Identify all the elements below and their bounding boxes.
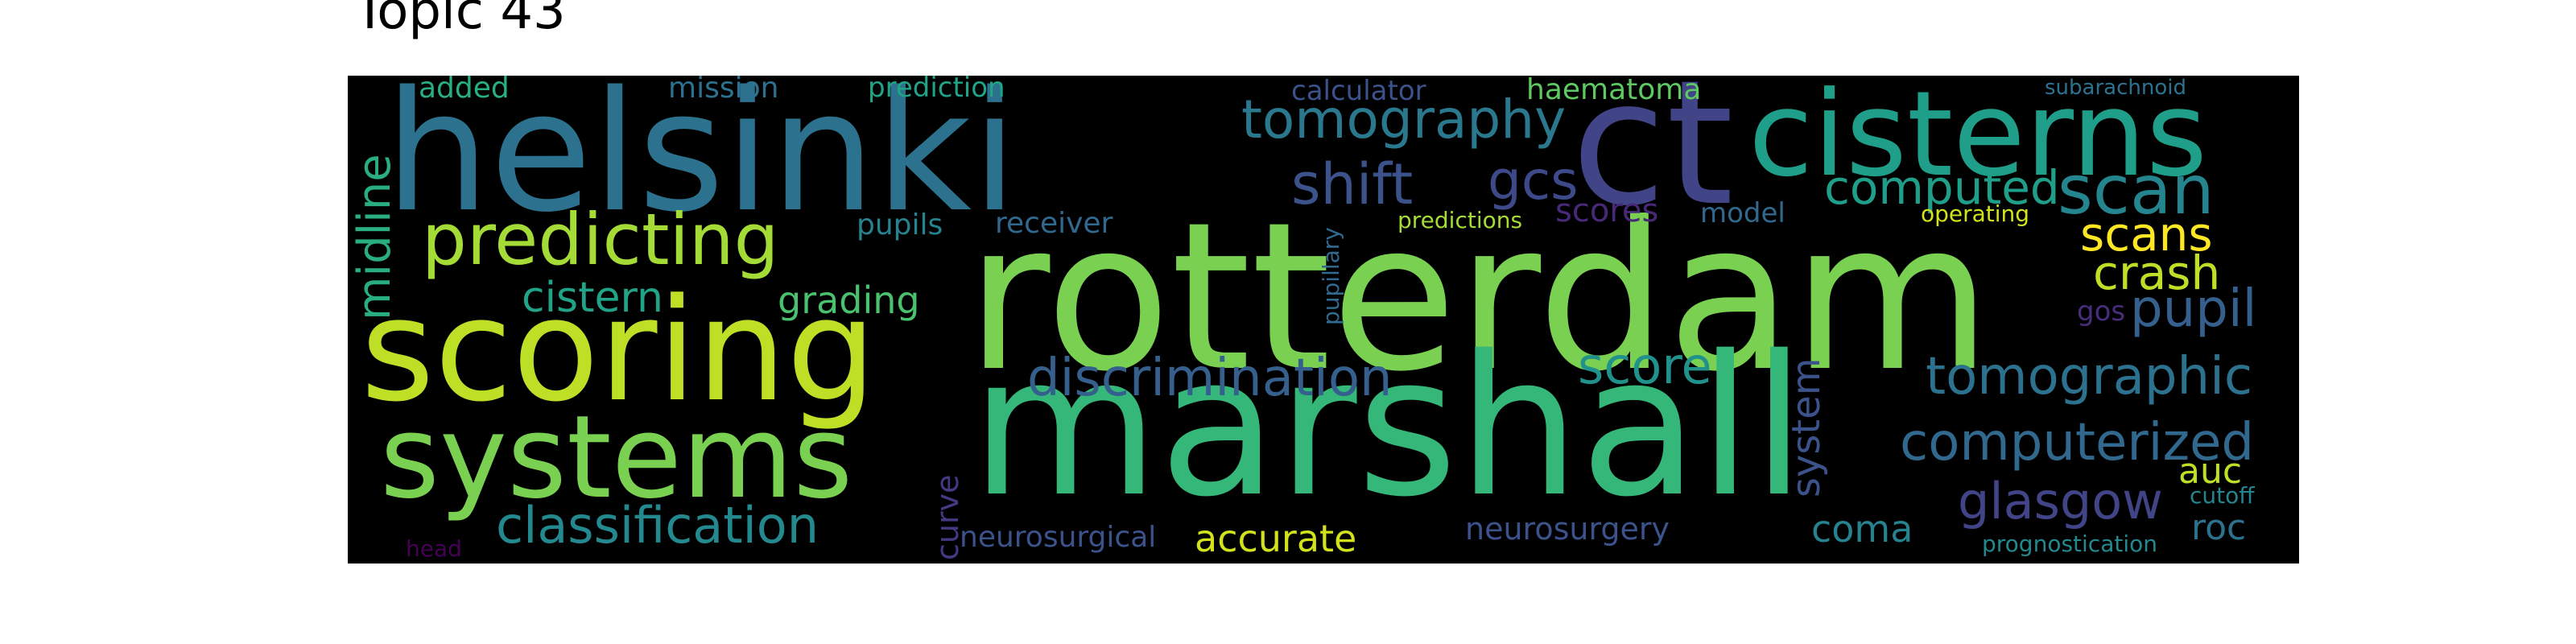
word-roc: roc [2191, 507, 2247, 548]
word-mission: mission [668, 76, 779, 105]
word-prognostication: prognostication [1982, 530, 2157, 557]
word-curve: curve [930, 474, 965, 560]
word-score: score [1578, 336, 1712, 395]
word-shift: shift [1291, 151, 1414, 217]
word-rotterdam: rotterdam [966, 178, 1992, 416]
word-scans: scans [2080, 207, 2213, 262]
word-glasgow: glasgow [1958, 472, 2163, 530]
word-predictions: predictions [1397, 207, 1523, 233]
word-helsinki: helsinki [385, 76, 1018, 249]
word-gcs: gcs [1488, 150, 1579, 212]
word-computerized: computerized [1900, 413, 2255, 473]
word-operating: operating [1921, 200, 2030, 227]
word-ct: ct [1571, 76, 1734, 244]
word-cloud: rotterdam marshall helsinki scoring ct c… [348, 76, 2299, 564]
word-pupillary: pupillary [1318, 227, 1344, 325]
word-calculator: calculator [1291, 76, 1426, 107]
word-cisterns: cisterns [1748, 76, 2208, 203]
word-subarachnoid: subarachnoid [2045, 76, 2186, 100]
word-coma: coma [1811, 507, 1913, 551]
word-classification: classification [496, 496, 819, 555]
word-receiver: receiver [995, 207, 1113, 240]
word-predicting: predicting [422, 198, 779, 281]
word-pupil: pupil [2130, 279, 2257, 339]
word-computed: computed [1824, 160, 2060, 215]
word-scoring: scoring [361, 268, 877, 433]
word-scores: scores [1555, 192, 1659, 229]
word-tomographic: tomographic [1926, 347, 2253, 407]
word-midline: midline [349, 154, 401, 320]
word-systems: systems [380, 391, 853, 524]
word-discrimination: discrimination [1027, 349, 1393, 408]
word-prediction: prediction [868, 76, 1005, 104]
word-model: model [1700, 197, 1785, 229]
word-crash: crash [2093, 246, 2221, 300]
word-scan: scan [2058, 151, 2215, 229]
word-haematoma: haematoma [1526, 76, 1702, 106]
word-added: added [419, 76, 510, 105]
figure-title: Topic 43 [354, 0, 566, 41]
word-head: head [406, 535, 462, 562]
word-auc: auc [2178, 451, 2243, 492]
word-cutoff: cutoff [2190, 482, 2255, 509]
word-accurate: accurate [1195, 517, 1357, 560]
word-pupils: pupils [857, 208, 943, 242]
word-system: system [1784, 357, 1829, 497]
word-neurosurgery: neurosurgery [1465, 511, 1670, 547]
word-marshall: marshall [971, 314, 1806, 539]
word-tomography: tomography [1241, 89, 1567, 151]
word-gos: gos [2077, 295, 2126, 328]
word-grading: grading [778, 279, 920, 322]
word-cistern: cistern [522, 274, 663, 322]
word-neurosurgical: neurosurgical [960, 521, 1157, 554]
